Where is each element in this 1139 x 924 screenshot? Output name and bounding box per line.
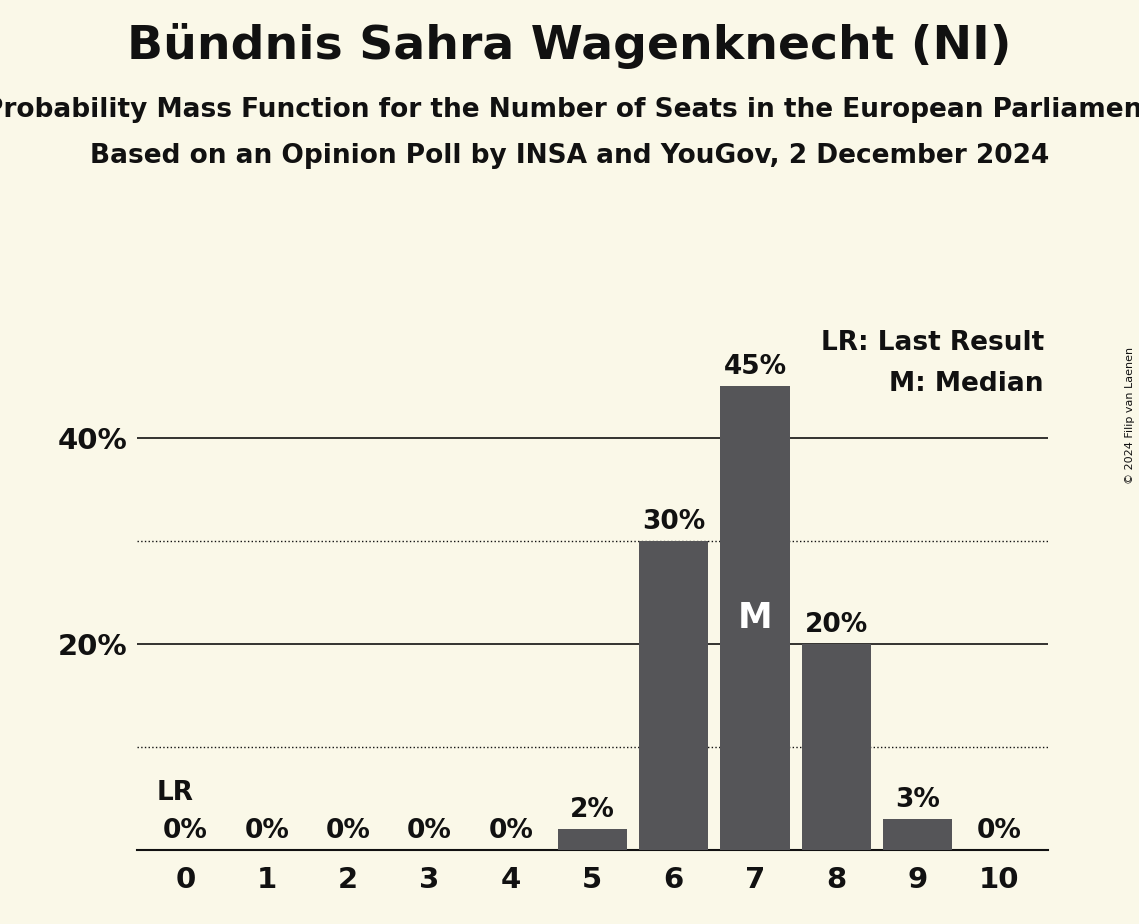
Text: 0%: 0% [976, 818, 1022, 844]
Text: 0%: 0% [407, 818, 452, 844]
Bar [883, 820, 952, 850]
Text: Bündnis Sahra Wagenknecht (NI): Bündnis Sahra Wagenknecht (NI) [128, 23, 1011, 69]
Text: 0%: 0% [245, 818, 289, 844]
Text: 3%: 3% [895, 787, 940, 813]
Bar [558, 830, 626, 850]
Bar [802, 644, 871, 850]
Text: 2%: 2% [570, 797, 615, 823]
Text: 45%: 45% [723, 354, 787, 380]
Text: © 2024 Filip van Laenen: © 2024 Filip van Laenen [1125, 347, 1134, 484]
Text: M: M [738, 602, 772, 635]
Text: Probability Mass Function for the Number of Seats in the European Parliament: Probability Mass Function for the Number… [0, 97, 1139, 123]
Text: LR: LR [157, 781, 194, 807]
Text: Based on an Opinion Poll by INSA and YouGov, 2 December 2024: Based on an Opinion Poll by INSA and You… [90, 143, 1049, 169]
Bar [721, 386, 789, 850]
Text: 30%: 30% [642, 509, 705, 535]
Text: 0%: 0% [489, 818, 533, 844]
Text: 0%: 0% [326, 818, 370, 844]
Bar [639, 541, 708, 850]
Text: 20%: 20% [805, 612, 868, 638]
Text: M: Median: M: Median [890, 371, 1043, 396]
Text: LR: Last Result: LR: Last Result [820, 330, 1043, 356]
Text: 0%: 0% [163, 818, 208, 844]
